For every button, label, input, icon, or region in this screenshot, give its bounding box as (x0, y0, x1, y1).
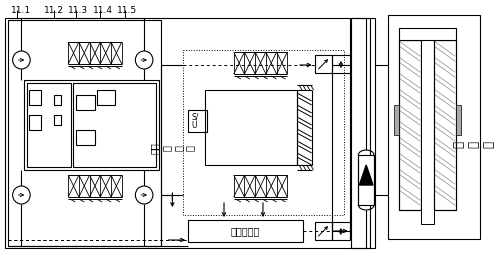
Circle shape (12, 186, 30, 204)
Bar (434, 40, 456, 210)
Bar (76, 130, 96, 145)
Bar (315, 222, 332, 240)
Bar (332, 55, 350, 73)
Bar (24, 80, 159, 170)
Text: 11.5: 11.5 (117, 6, 136, 15)
Bar (399, 40, 421, 210)
Bar (183, 50, 344, 215)
Circle shape (135, 186, 153, 204)
Bar (394, 105, 399, 135)
Bar (54, 115, 61, 125)
Bar (76, 95, 96, 110)
Polygon shape (360, 165, 373, 185)
Text: U: U (192, 121, 197, 131)
Text: 11.1: 11.1 (11, 6, 31, 15)
Circle shape (135, 51, 153, 69)
Bar (27, 83, 71, 167)
Bar (399, 28, 456, 40)
Text: 制
动
盘: 制 动 盘 (453, 141, 496, 149)
Text: S/: S/ (192, 113, 199, 121)
Bar (387, 15, 480, 239)
Circle shape (12, 51, 30, 69)
Ellipse shape (359, 150, 374, 160)
Bar (8, 20, 161, 246)
Bar (29, 90, 41, 105)
Bar (434, 40, 456, 210)
Text: 制动控制器: 制动控制器 (231, 226, 260, 236)
Bar (54, 95, 61, 105)
Text: 11.3: 11.3 (68, 6, 88, 15)
Bar (205, 90, 297, 165)
Bar (188, 220, 303, 242)
Bar (332, 222, 350, 240)
Bar (399, 40, 421, 210)
Text: 其他
控
制
器: 其他 控 制 器 (150, 142, 195, 154)
Bar (29, 115, 41, 130)
Bar (5, 18, 375, 248)
Bar (421, 28, 434, 224)
Bar (315, 55, 332, 73)
Bar (456, 105, 461, 135)
Bar (73, 83, 156, 167)
Bar (188, 110, 208, 132)
Ellipse shape (359, 200, 374, 210)
Text: 11.2: 11.2 (43, 6, 64, 15)
Text: 11.4: 11.4 (93, 6, 113, 15)
Bar (98, 90, 115, 105)
Bar (359, 155, 374, 205)
